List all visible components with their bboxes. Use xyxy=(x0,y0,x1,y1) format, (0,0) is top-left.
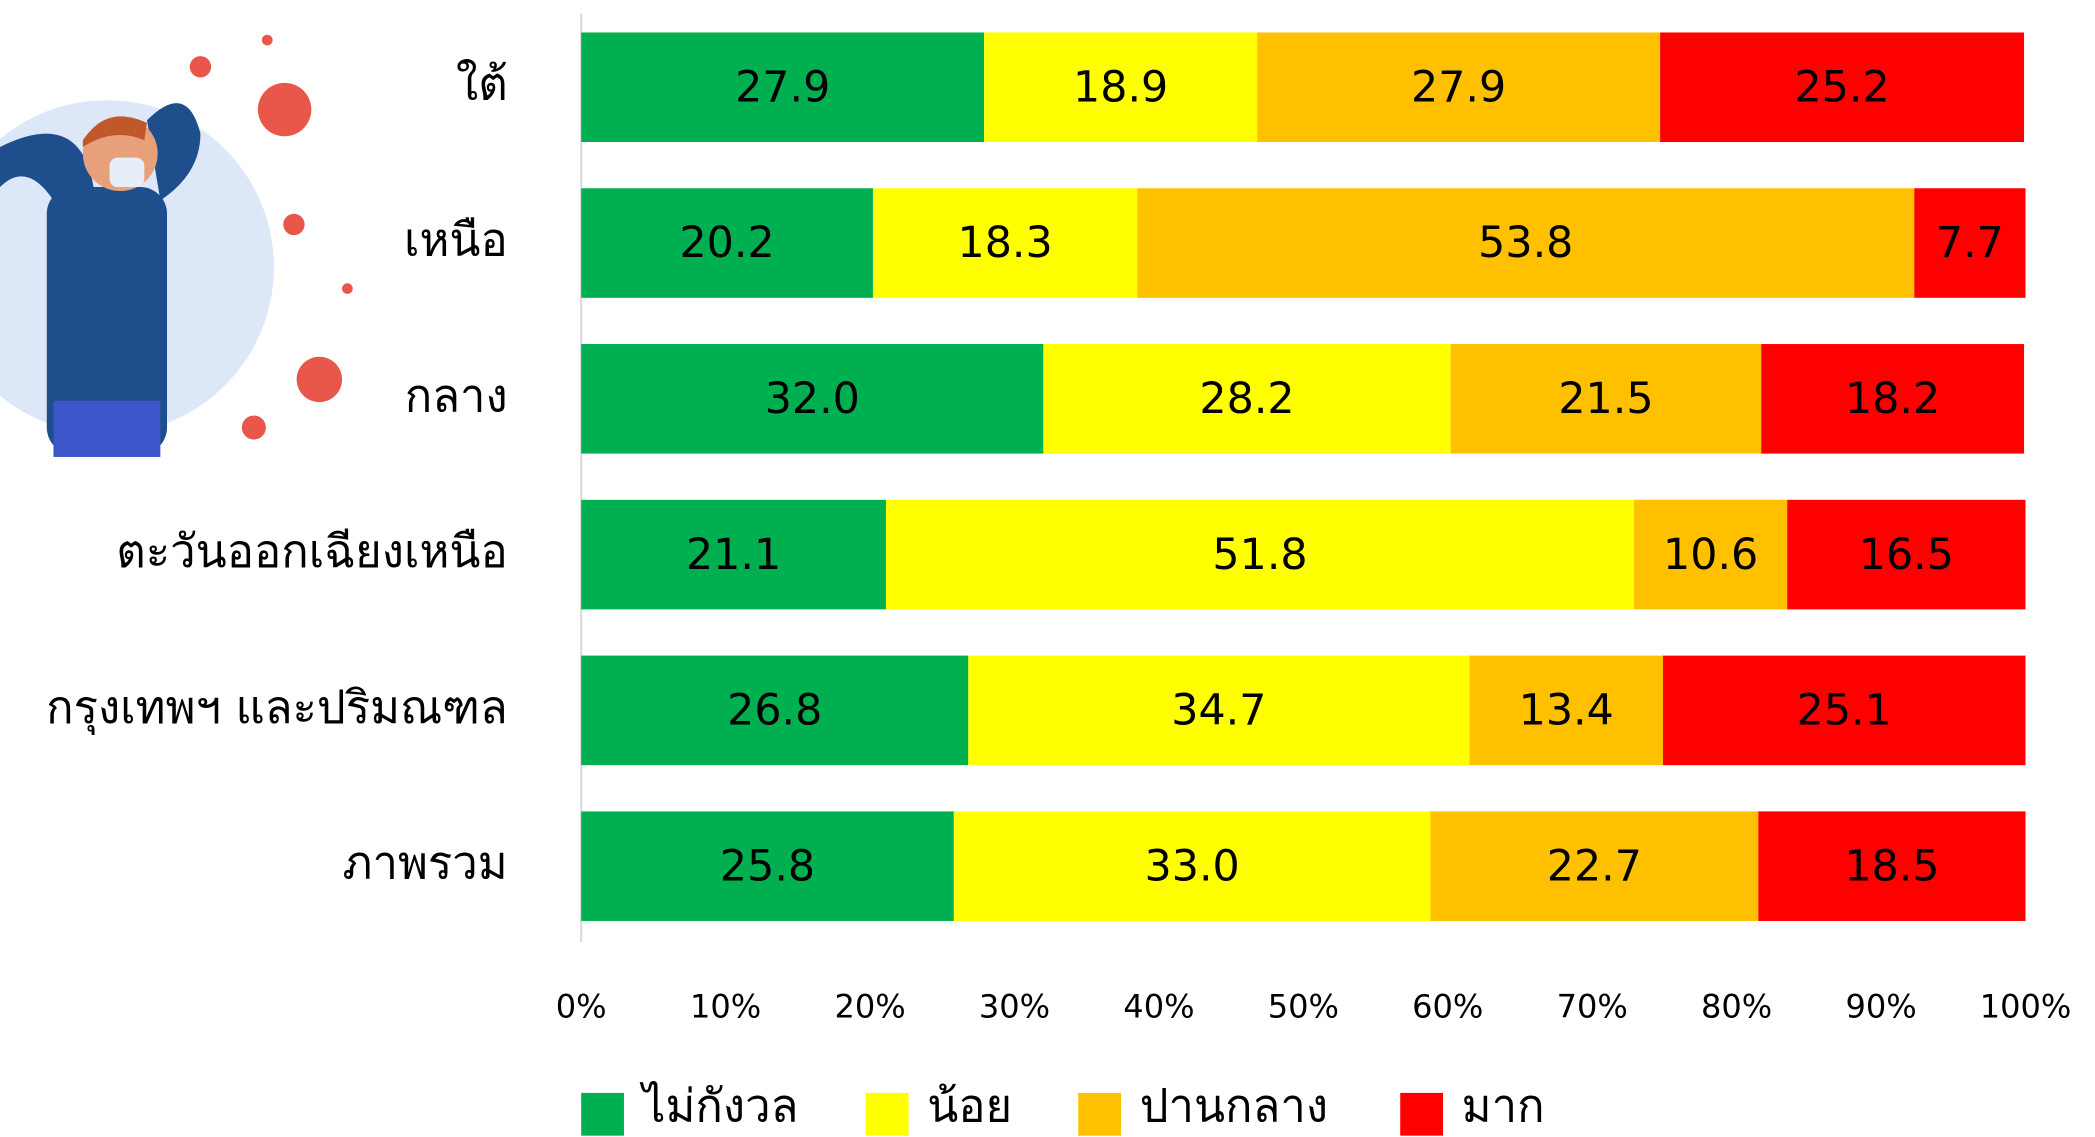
x-tick-label: 40% xyxy=(1123,988,1194,1026)
x-tick-label: 80% xyxy=(1701,988,1772,1026)
data-label: 26.8 xyxy=(727,686,822,736)
data-label: 32.0 xyxy=(765,374,860,424)
data-label: 25.2 xyxy=(1794,62,1889,112)
category-label: กรุงเทพฯ และปริมณฑล xyxy=(46,681,508,736)
bar-segment xyxy=(1137,188,1915,298)
bar-segment xyxy=(1761,344,2025,454)
bar-segment xyxy=(1043,344,1451,454)
legend-swatch xyxy=(1400,1092,1443,1136)
legend-label: ปานกลาง xyxy=(1140,1079,1328,1132)
data-label: 53.8 xyxy=(1478,218,1573,268)
bar-segment xyxy=(885,499,1635,610)
x-tick-label: 70% xyxy=(1557,988,1628,1026)
bar-segment xyxy=(581,499,886,610)
bar-segment xyxy=(581,655,969,766)
bar-segment xyxy=(1430,811,1759,921)
x-tick-label: 50% xyxy=(1268,988,1339,1026)
data-label: 27.9 xyxy=(1411,62,1506,112)
data-label: 10.6 xyxy=(1663,530,1758,580)
x-tick-label: 100% xyxy=(1980,988,2072,1026)
data-label: 25.8 xyxy=(720,841,815,891)
x-tick-label: 0% xyxy=(556,988,607,1026)
x-tick-label: 20% xyxy=(834,988,905,1026)
data-label: 21.5 xyxy=(1558,374,1653,424)
bar-segment xyxy=(1914,188,2026,298)
data-label: 33.0 xyxy=(1145,841,1240,891)
bar-segment xyxy=(872,188,1138,298)
legend-swatch xyxy=(581,1092,624,1136)
bar-segment xyxy=(968,655,1470,766)
category-label: ตะวันออกเฉียงเหนือ xyxy=(116,525,507,578)
bar-segment xyxy=(1450,344,1762,454)
data-label: 18.3 xyxy=(958,218,1053,268)
x-tick-label: 60% xyxy=(1412,988,1483,1026)
bar-segment xyxy=(1634,499,1788,610)
bar-segment xyxy=(1257,32,1661,143)
legend-label: มาก xyxy=(1462,1079,1545,1132)
data-label: 25.1 xyxy=(1797,686,1892,736)
legend-label: น้อย xyxy=(927,1079,1012,1132)
data-label: 27.9 xyxy=(735,62,830,112)
bar-segment xyxy=(1469,655,1663,766)
data-label: 7.7 xyxy=(1936,218,2004,268)
data-label: 22.7 xyxy=(1547,841,1642,891)
category-label: ใต้ xyxy=(456,58,508,111)
bar-segment xyxy=(1787,499,2026,610)
data-label: 16.5 xyxy=(1859,530,1954,580)
data-label: 34.7 xyxy=(1171,686,1266,736)
x-tick-label: 10% xyxy=(690,988,761,1026)
bar-segment xyxy=(581,188,873,298)
bar-segment xyxy=(984,32,1258,143)
data-label: 18.2 xyxy=(1845,374,1940,424)
illustration xyxy=(0,34,353,457)
data-label: 18.5 xyxy=(1844,841,1939,891)
data-label: 13.4 xyxy=(1519,686,1614,736)
data-label: 21.1 xyxy=(686,530,781,580)
data-label: 28.2 xyxy=(1199,374,1294,424)
data-label: 18.9 xyxy=(1073,62,1168,112)
category-label: เหนือ xyxy=(404,214,508,267)
bar-segment xyxy=(953,811,1431,921)
x-tick-label: 90% xyxy=(1845,988,1916,1026)
bar-segment xyxy=(1660,32,2025,143)
data-label: 20.2 xyxy=(679,218,774,268)
legend-swatch xyxy=(865,1092,909,1136)
bar-segment xyxy=(1758,811,2026,921)
x-tick-label: 30% xyxy=(979,988,1050,1026)
bar-segment xyxy=(581,344,1044,454)
legend-label: ไม่กังวล xyxy=(640,1079,799,1132)
bar-segment xyxy=(581,811,954,921)
category-label: ภาพรวม xyxy=(343,837,508,890)
category-label: กลาง xyxy=(405,369,508,422)
data-label: 51.8 xyxy=(1212,530,1307,580)
bar-segment xyxy=(1662,655,2026,766)
legend-swatch xyxy=(1078,1092,1121,1136)
bar-segment xyxy=(581,32,985,143)
